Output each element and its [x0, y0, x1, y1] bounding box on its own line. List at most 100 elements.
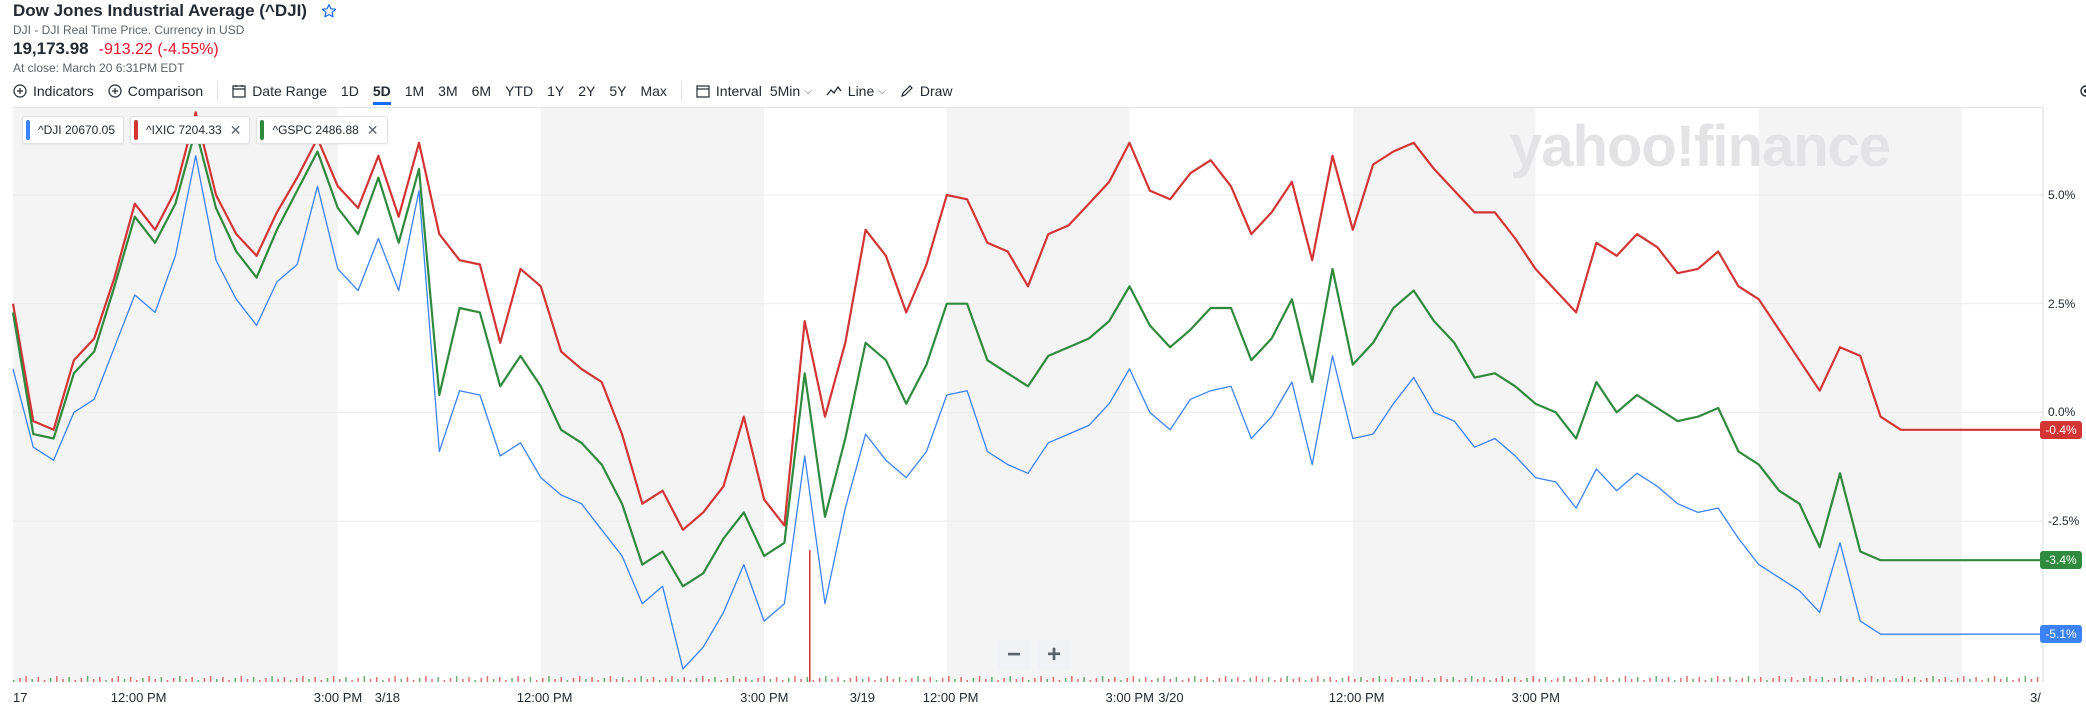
volume-bar — [1212, 680, 1215, 682]
volume-bar — [1963, 676, 1965, 682]
indicators-button[interactable]: Indicators — [13, 83, 94, 99]
date-range-button[interactable]: Date Range — [232, 83, 327, 99]
volume-bar — [1926, 678, 1928, 682]
volume-bar — [308, 679, 310, 682]
volume-bar — [1643, 680, 1645, 682]
volume-bar — [1538, 679, 1541, 682]
volume-bar — [1956, 678, 1959, 682]
volume-bar — [129, 677, 132, 682]
volume-bar — [240, 676, 243, 682]
volume-bar — [658, 680, 661, 682]
volume-bar — [591, 677, 593, 682]
close-icon[interactable]: ✕ — [366, 121, 379, 138]
volume-bar — [892, 679, 895, 682]
volume-bar — [1766, 680, 1768, 682]
volume-bar — [1052, 677, 1055, 682]
volume-bar — [1071, 676, 1073, 682]
volume-bar — [1630, 679, 1633, 682]
range-5d[interactable]: 5D — [372, 83, 391, 105]
volume-bar — [978, 676, 981, 682]
volume-bar — [1280, 678, 1282, 682]
volume-bar — [769, 679, 772, 682]
range-6m[interactable]: 6M — [471, 83, 492, 99]
volume-bar — [1187, 678, 1190, 682]
range-3m[interactable]: 3M — [438, 83, 458, 99]
range-2y[interactable]: 2Y — [578, 83, 596, 99]
volume-bar — [1944, 677, 1947, 682]
range-1m[interactable]: 1M — [404, 83, 425, 99]
chart-type-dropdown[interactable]: Line ⌵ — [826, 83, 886, 99]
close-icon[interactable]: ✕ — [229, 121, 242, 138]
volume-bar — [388, 678, 390, 682]
range-ytd[interactable]: YTD — [505, 83, 534, 99]
volume-bar — [449, 678, 452, 682]
volume-bar — [1009, 676, 1012, 682]
y-tick-label: -2.5% — [2048, 514, 2080, 529]
volume-bar — [1981, 680, 1983, 682]
volume-bar — [1384, 679, 1387, 682]
volume-bar — [794, 676, 796, 682]
comparison-button[interactable]: Comparison — [108, 83, 203, 99]
volume-bar — [1772, 678, 1774, 682]
x-tick-label: 3:00 PM — [1105, 690, 1154, 705]
range-1y[interactable]: 1Y — [547, 83, 565, 99]
series-line-ixic — [11, 111, 2043, 531]
volume-bar — [1003, 678, 1005, 682]
volume-bar — [763, 676, 765, 682]
date-range-label: Date Range — [252, 83, 327, 99]
volume-bar — [1231, 679, 1233, 682]
volume-bar — [1649, 678, 1651, 682]
volume-bar — [941, 678, 944, 682]
legend-item-ixic[interactable]: ^IXIC 7204.33 ✕ — [130, 116, 251, 144]
volume-bar — [1747, 676, 1750, 682]
settings-gear-icon[interactable] — [2076, 84, 2086, 98]
session-shade — [1758, 108, 1962, 682]
volume-bar — [1513, 677, 1516, 682]
legend-item-gspc[interactable]: ^GSPC 2486.88 ✕ — [256, 116, 388, 144]
volume-bar — [492, 679, 495, 682]
draw-button[interactable]: Draw — [900, 83, 953, 99]
volume-bar — [1661, 679, 1664, 682]
volume-bar — [222, 677, 224, 682]
volume-bar — [1378, 676, 1381, 682]
volume-bar — [1372, 678, 1374, 682]
volume-bar — [991, 677, 993, 682]
volume-bar — [2024, 676, 2027, 682]
volume-bar — [1876, 679, 1879, 682]
volume-bar — [1667, 677, 1670, 682]
x-tick-label: 3/18 — [374, 690, 400, 705]
volume-bar — [1323, 679, 1325, 682]
watchlist-star-icon[interactable] — [321, 3, 337, 19]
quote-subtitle: DJI - DJI Real Time Price. Currency in U… — [13, 23, 245, 37]
volume-bar — [462, 679, 464, 682]
volume-bar — [1360, 677, 1362, 682]
range-1d[interactable]: 1D — [340, 83, 359, 99]
volume-bar — [1477, 679, 1479, 682]
zoom-in-button[interactable]: + — [1037, 640, 1071, 670]
legend-item-dji[interactable]: ^DJI 20670.05 — [22, 116, 125, 144]
volume-bar — [259, 680, 261, 682]
volume-bar — [2036, 677, 2039, 682]
volume-bar — [2006, 677, 2008, 682]
volume-bar — [1821, 677, 1824, 682]
volume-bar — [1046, 679, 1048, 682]
interval-dropdown[interactable]: Interval 5Min ⌵ — [696, 83, 812, 99]
zoom-out-button[interactable]: − — [997, 640, 1031, 670]
volume-bar — [1132, 676, 1135, 682]
volume-bar — [1507, 679, 1510, 682]
volume-bar — [1889, 680, 1891, 682]
volume-bar — [166, 680, 169, 682]
volume-bar — [37, 677, 40, 682]
calendar-icon — [232, 85, 246, 98]
volume-bar — [1846, 679, 1848, 682]
toolbar-separator-line — [13, 107, 2043, 108]
comparison-line-chart[interactable] — [0, 108, 2086, 719]
volume-bar — [960, 677, 962, 682]
volume-bar — [265, 678, 267, 682]
volume-bar — [351, 680, 353, 682]
volume-bar — [825, 676, 827, 682]
range-5y[interactable]: 5Y — [609, 83, 627, 99]
range-max[interactable]: Max — [640, 83, 667, 99]
volume-bar — [738, 679, 741, 682]
volume-bar — [1852, 677, 1854, 682]
